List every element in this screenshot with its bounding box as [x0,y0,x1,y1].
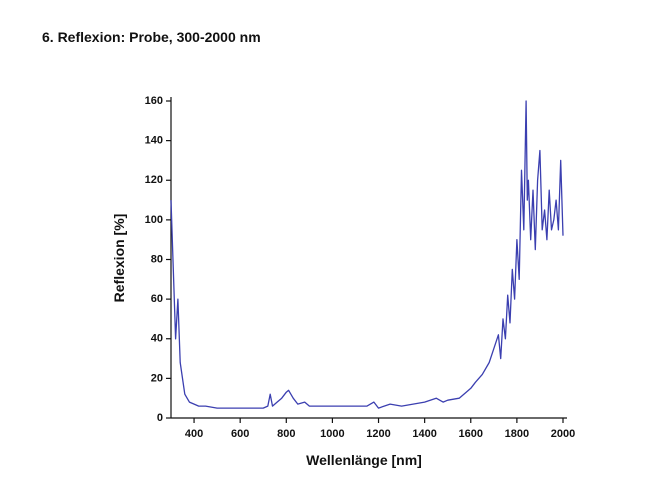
x-tick-label: 1800 [505,428,529,440]
data-line [170,100,564,409]
x-tick-label: 400 [185,428,203,440]
y-tick-label: 0 [157,412,163,424]
x-tick-label: 2000 [551,428,575,440]
x-axis-label: Wellenlänge [nm] [306,452,422,468]
y-axis-label: Reflexion [%] [111,214,127,303]
y-tick-label: 100 [145,214,163,226]
y-tick-label: 160 [145,95,163,107]
x-tick-label: 600 [231,428,249,440]
chart-title: 6. Reflexion: Probe, 300-2000 nm [42,29,261,45]
y-tick-label: 40 [151,333,163,345]
x-tick-label: 1400 [412,428,436,440]
x-tick-label: 800 [277,428,295,440]
y-tick-label: 80 [151,253,163,265]
x-tick-label: 1200 [366,428,390,440]
y-tick-label: 120 [145,174,163,186]
y-tick-label: 60 [151,293,163,305]
y-tick-label: 140 [145,135,163,147]
y-tick-label: 20 [151,372,163,384]
x-tick-label: 1600 [459,428,483,440]
x-tick-label: 1000 [320,428,344,440]
